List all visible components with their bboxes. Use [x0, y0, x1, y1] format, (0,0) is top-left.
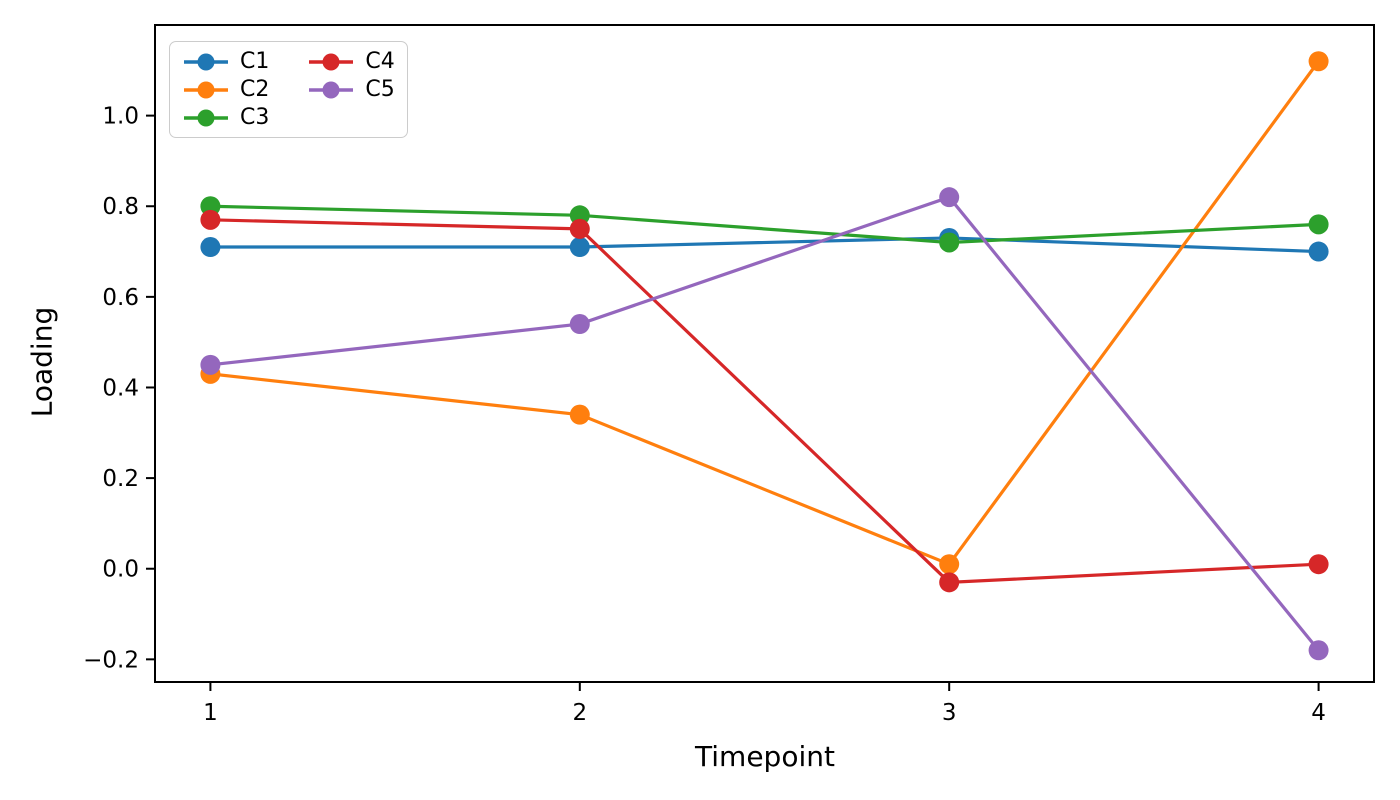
- data-point-C5: [1308, 640, 1329, 661]
- legend-entry: C5: [307, 77, 395, 102]
- data-point-C1: [200, 237, 221, 258]
- legend-marker-icon: [184, 109, 228, 126]
- x-tick-label: 4: [1311, 700, 1326, 726]
- x-tick-label: 2: [572, 700, 587, 726]
- legend-label: C5: [365, 77, 395, 102]
- series-line-C1: [210, 236, 1319, 254]
- x-tick-label: 3: [942, 700, 957, 726]
- legend-entry: C3: [182, 105, 269, 130]
- data-point-C5: [939, 187, 960, 208]
- legend-entry: C2: [182, 77, 269, 102]
- series-line-C3: [210, 204, 1319, 245]
- y-tick-label: 0.6: [102, 285, 139, 311]
- plot-border: [154, 24, 1375, 683]
- y-tick-label: −0.2: [83, 647, 139, 673]
- series-line-C2: [210, 60, 1320, 567]
- legend-label: C4: [365, 49, 395, 74]
- data-point-C4: [200, 209, 221, 230]
- series-line-C4: [210, 218, 1319, 584]
- data-point-C2: [939, 554, 960, 575]
- legend-marker-icon: [184, 53, 228, 70]
- data-point-C2: [569, 404, 590, 425]
- data-point-C1: [1308, 241, 1329, 262]
- data-point-C4: [569, 218, 590, 239]
- x-axis-label: Timepoint: [695, 740, 835, 773]
- legend-label: C1: [240, 49, 270, 74]
- legend-entry: C4: [307, 49, 395, 74]
- data-point-C3: [1308, 214, 1329, 235]
- data-point-C3: [939, 232, 960, 253]
- data-point-C1: [569, 237, 590, 258]
- data-point-C4: [1308, 554, 1329, 575]
- data-point-C5: [569, 314, 590, 335]
- legend-box: C1 C2 C3 C4: [169, 41, 408, 138]
- y-tick-label: 0.8: [102, 194, 139, 220]
- series-line-C5: [210, 195, 1320, 652]
- legend-marker-icon: [309, 53, 354, 70]
- legend-entry: C1: [182, 49, 269, 74]
- y-tick-label: 0.4: [102, 375, 139, 401]
- legend-label: C2: [240, 77, 270, 102]
- data-point-C5: [200, 354, 221, 375]
- legend-marker-icon: [309, 81, 354, 98]
- data-point-C4: [939, 572, 960, 593]
- legend-label: C3: [240, 105, 270, 130]
- y-tick-label: 1.0: [102, 104, 139, 130]
- y-tick-label: 0.0: [102, 557, 139, 583]
- x-tick-label: 1: [203, 700, 218, 726]
- legend-marker-icon: [184, 81, 228, 98]
- y-axis-label: Loading: [25, 306, 59, 418]
- data-point-C2: [1308, 51, 1329, 72]
- y-tick-label: 0.2: [102, 466, 139, 492]
